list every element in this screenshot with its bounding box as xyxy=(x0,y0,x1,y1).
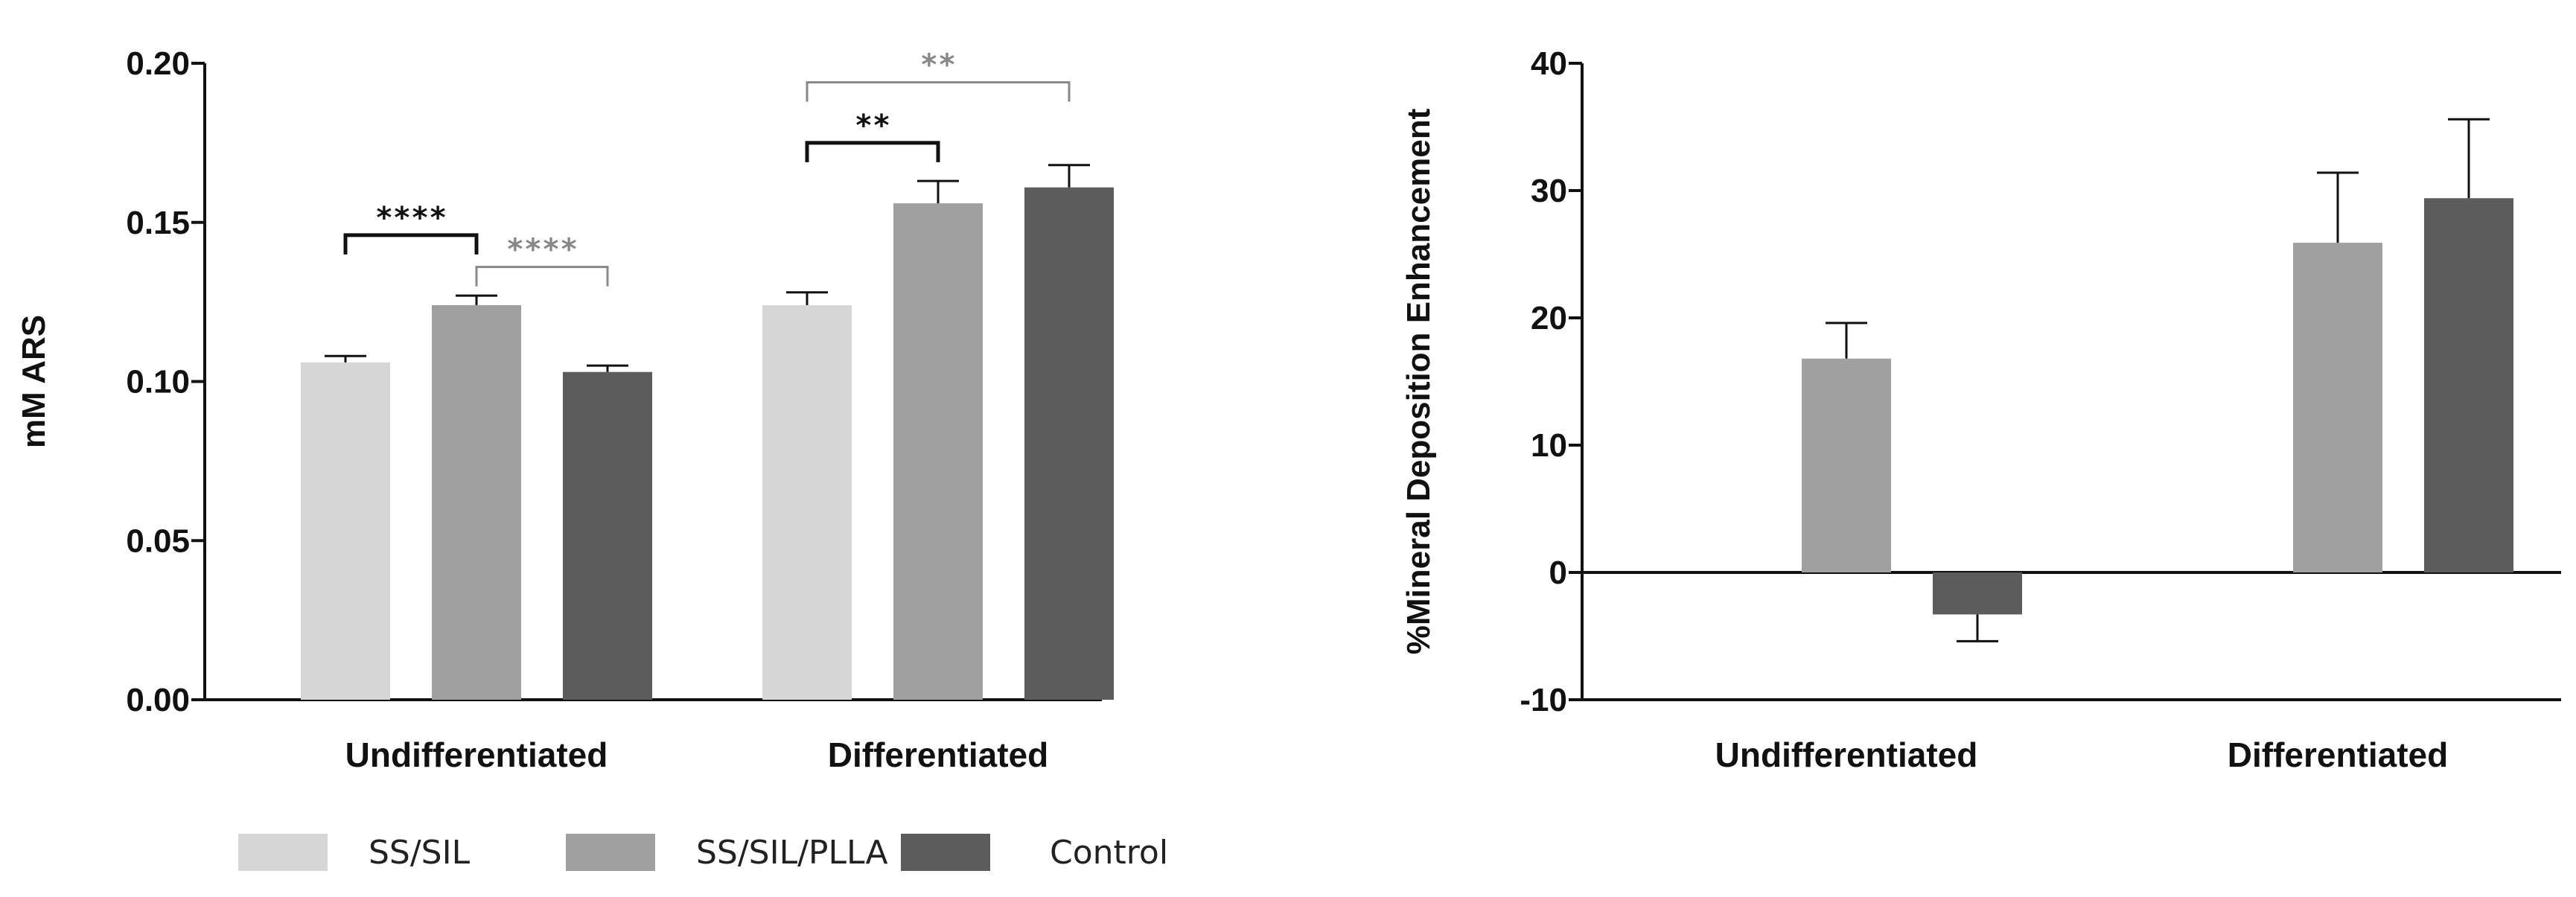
significance-bracket xyxy=(475,266,609,287)
bar-control-undifferentiated xyxy=(563,371,652,700)
y-tick-label: 0.00 xyxy=(126,682,190,718)
significance-bracket xyxy=(343,233,479,255)
bar-ss-sil-plla-differentiated xyxy=(2293,243,2382,572)
significance-bracket xyxy=(805,141,940,162)
y-tick-label: 20 xyxy=(1531,300,1567,336)
y-tick-label: 0 xyxy=(1549,555,1567,591)
legend-label-ss-sil: SS/SIL xyxy=(369,834,471,872)
legend: SS/SIL SS/SIL/PLLA Control xyxy=(238,834,1168,872)
y-tick-label: -10 xyxy=(1520,682,1567,718)
y-tick-label: 0.10 xyxy=(126,364,190,400)
y-tick-label: 0.05 xyxy=(126,523,190,559)
left-chart-mm-ars: 0.00 0.05 0.10 0.15 0.20 mM ARS Undifferentiat… xyxy=(16,45,1114,774)
legend-swatch-ss-sil-plla xyxy=(566,834,655,871)
category-label-undifferentiated: Undifferentiated xyxy=(1715,735,1978,774)
significance-label: **** xyxy=(506,233,578,267)
legend-label-ss-sil-plla: SS/SIL/PLLA xyxy=(696,834,888,872)
significance-bracket xyxy=(806,81,1071,102)
bar-ss-sil-differentiated xyxy=(762,304,852,700)
bar-ss-sil-plla-differentiated xyxy=(893,203,983,700)
significance-label: ** xyxy=(920,48,956,83)
category-label-differentiated: Differentiated xyxy=(828,735,1048,774)
y-tick-label: 30 xyxy=(1531,173,1567,209)
legend-label-control: Control xyxy=(1050,834,1168,872)
bar-control-differentiated xyxy=(1024,187,1114,700)
y-tick-label: 40 xyxy=(1531,45,1567,82)
category-label-undifferentiated: Undifferentiated xyxy=(345,735,608,774)
significance-label: **** xyxy=(375,201,447,235)
bar-control-undifferentiated xyxy=(1933,572,2022,615)
y-axis-title: %Mineral Deposition Enhancement xyxy=(1400,108,1437,654)
legend-swatch-control xyxy=(901,834,990,871)
y-tick-label: 0.20 xyxy=(126,45,190,82)
bar-ss-sil-plla-undifferentiated xyxy=(432,304,521,700)
bar-control-differentiated xyxy=(2424,198,2513,572)
y-tick-label: 10 xyxy=(1531,427,1567,464)
bar-ss-sil-plla-undifferentiated xyxy=(1802,358,1891,572)
bar-ss-sil-undifferentiated xyxy=(301,362,390,700)
category-label-differentiated: Differentiated xyxy=(2228,735,2448,774)
legend-swatch-ss-sil xyxy=(238,834,328,871)
significance-label: ** xyxy=(855,109,890,143)
right-chart-mineral-deposition: -10 0 10 20 30 40 %Mineral Deposition Enhancem… xyxy=(1400,45,2561,774)
y-tick-label: 0.15 xyxy=(126,205,190,241)
y-axis-title: mM ARS xyxy=(16,315,52,448)
